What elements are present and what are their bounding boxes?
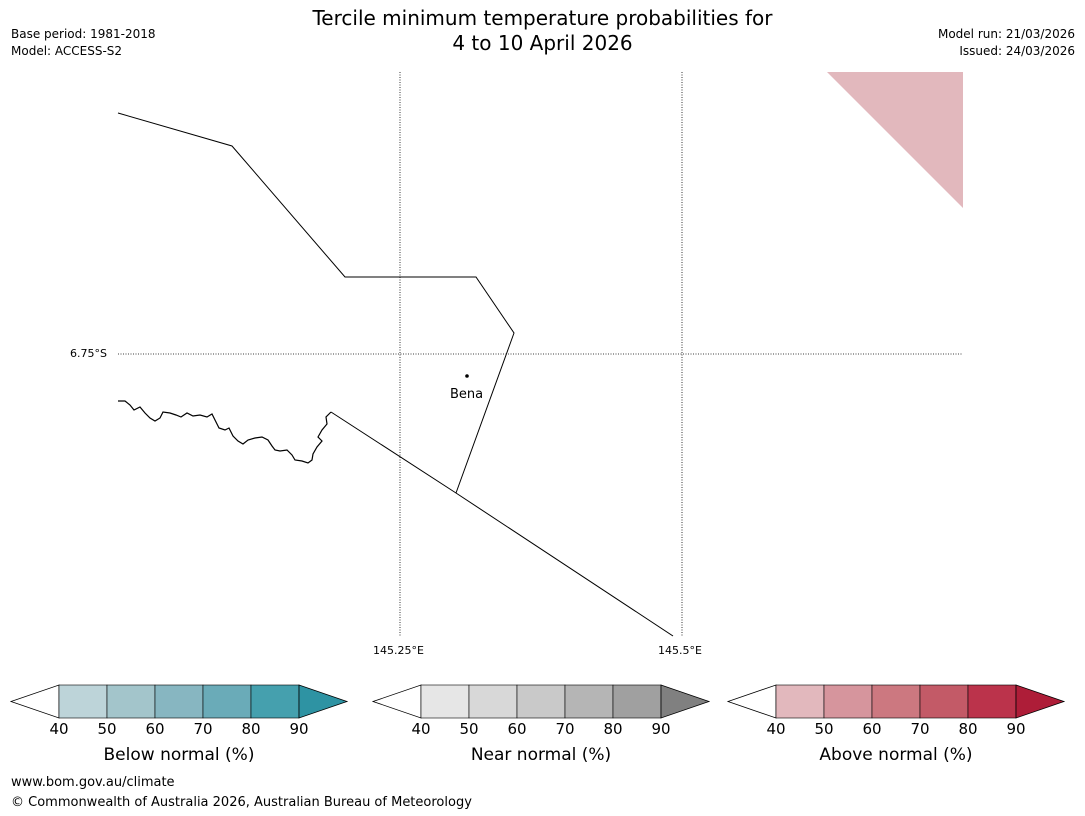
- below-colorbar-tick: 60: [145, 720, 165, 738]
- below-colorbar-cell: [202, 684, 252, 719]
- map-title-line2: 4 to 10 April 2026: [452, 31, 633, 55]
- above-colorbar-tick: 70: [910, 720, 930, 738]
- near-colorbar-title: Near normal (%): [470, 745, 612, 765]
- near-colorbar-tick: 50: [459, 720, 479, 738]
- map-title-line1: Tercile minimum temperature probabilitie…: [312, 6, 773, 30]
- above-colorbar-cell: [823, 684, 873, 719]
- below-colorbar-extend-high: [298, 684, 349, 719]
- issued-text: Issued: 24/03/2026: [959, 44, 1075, 58]
- below-colorbar-cell: [154, 684, 204, 719]
- above-colorbar-tick: 90: [1006, 720, 1026, 738]
- above-colorbar-cell: [919, 684, 969, 719]
- footer-url: www.bom.gov.au/climate: [11, 775, 175, 790]
- near-colorbar-extend-high: [660, 684, 711, 719]
- lon-label-145-25: 145.25°E: [373, 644, 424, 657]
- bena-marker: [465, 374, 469, 378]
- probability-shading: [827, 72, 963, 208]
- near-colorbar-tick: 80: [603, 720, 623, 738]
- meta-left: Base period: 1981-2018 Model: ACCESS-S2: [11, 26, 156, 60]
- below-colorbar-extend-low: [9, 684, 60, 719]
- above-colorbar-tick: 80: [958, 720, 978, 738]
- above-colorbar-cell: [967, 684, 1017, 719]
- map-title: Tercile minimum temperature probabilitie…: [0, 6, 1085, 56]
- near-colorbar-cell: [420, 684, 470, 719]
- below-colorbar-cell: [58, 684, 108, 719]
- above-colorbar-tick: 40: [766, 720, 786, 738]
- near-colorbar-cell: [516, 684, 566, 719]
- near-colorbar-cell: [612, 684, 662, 719]
- below-colorbar-tick: 70: [193, 720, 213, 738]
- boundary-line-north: [117, 112, 515, 494]
- coastline-river: [118, 400, 332, 464]
- below-colorbar-tick: 50: [97, 720, 117, 738]
- near-colorbar-tick: 90: [651, 720, 671, 738]
- near-colorbar-tick: 60: [507, 720, 527, 738]
- below-colorbar-tick: 80: [241, 720, 261, 738]
- model-text: Model: ACCESS-S2: [11, 44, 123, 58]
- below-colorbar-cell: [250, 684, 300, 719]
- base-period-text: Base period: 1981-2018: [11, 27, 156, 41]
- lon-label-145-5: 145.5°E: [658, 644, 702, 657]
- below-colorbar-cell: [106, 684, 156, 719]
- meta-right: Model run: 21/03/2026 Issued: 24/03/2026: [938, 26, 1075, 60]
- footer-copyright: © Commonwealth of Australia 2026, Austra…: [11, 795, 472, 810]
- near-colorbar-cell: [468, 684, 518, 719]
- near-colorbar-cell: [564, 684, 614, 719]
- below-colorbar-tick: 40: [49, 720, 69, 738]
- near-colorbar-tick: 40: [411, 720, 431, 738]
- near-colorbar-extend-low: [371, 684, 422, 719]
- place-label-bena: Bena: [450, 387, 484, 402]
- above-colorbar-title: Above normal (%): [819, 745, 973, 765]
- above-colorbar-extend-low: [726, 684, 777, 719]
- below-colorbar-tick: 90: [289, 720, 309, 738]
- above-colorbar-extend-high: [1015, 684, 1066, 719]
- boundary-line-south: [330, 411, 674, 637]
- above-colorbar-tick: 50: [814, 720, 834, 738]
- lat-label: 6.75°S: [70, 347, 107, 360]
- model-run-text: Model run: 21/03/2026: [937, 27, 1075, 41]
- above-colorbar-cell: [871, 684, 921, 719]
- near-colorbar-tick: 70: [555, 720, 575, 738]
- above-colorbar-tick: 60: [862, 720, 882, 738]
- below-colorbar-title: Below normal (%): [103, 745, 255, 765]
- above-colorbar-cell: [775, 684, 825, 719]
